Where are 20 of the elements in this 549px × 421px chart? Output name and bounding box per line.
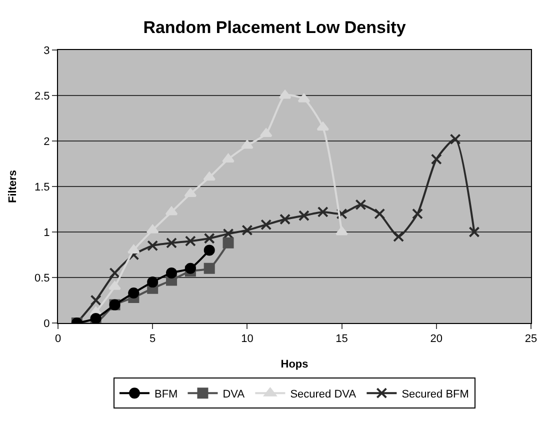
y-tick-label: 3 <box>44 44 50 57</box>
x-axis-title: Hops <box>280 358 308 370</box>
y-tick-label: 1.5 <box>34 181 50 194</box>
legend-label: DVA <box>222 388 246 400</box>
x-tick-label: 5 <box>150 333 156 346</box>
y-tick-label: 0 <box>44 318 50 330</box>
x-tick-label: 10 <box>241 333 254 346</box>
y-tick-label: 2 <box>44 136 50 148</box>
y-tick-label: 1 <box>44 226 50 239</box>
legend-label: Secured DVA <box>290 388 357 400</box>
legend-label: Secured BFM <box>402 388 469 400</box>
legend-label: BFM <box>154 388 178 400</box>
x-tick-label: 25 <box>524 333 538 346</box>
y-tick-label: 0.5 <box>34 272 50 284</box>
y-axis-title: Filters <box>7 170 20 204</box>
y-tick-label: 2.5 <box>34 90 50 102</box>
x-tick-label: 15 <box>336 333 348 346</box>
x-tick-label: 0 <box>54 333 62 346</box>
chart-title: Random Placement Low Density <box>143 18 406 37</box>
x-tick-label: 20 <box>430 333 443 346</box>
